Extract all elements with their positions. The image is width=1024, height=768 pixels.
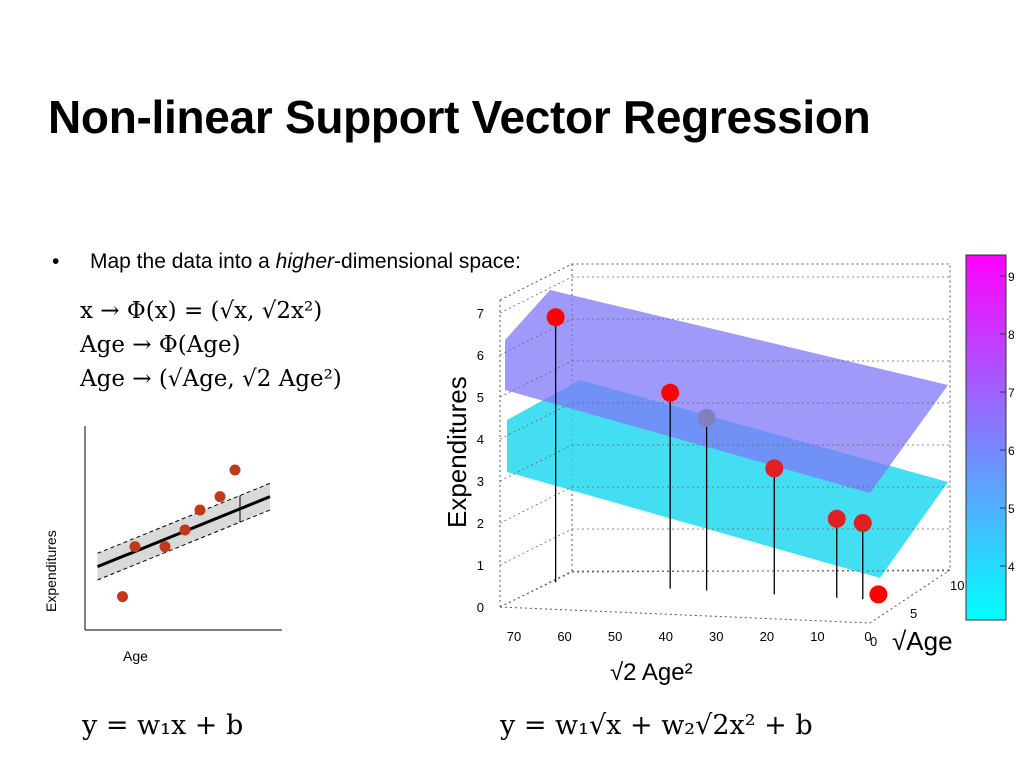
data-point [194, 504, 206, 516]
bullet-text-emphasis: higher [275, 250, 335, 273]
data-point [129, 541, 141, 553]
data-point-3d [765, 459, 784, 478]
data-point-3d [697, 409, 716, 427]
z-tick-label: 0 [477, 600, 484, 615]
data-point [159, 541, 171, 553]
linear-model-equation: y = w₁x + b [82, 710, 244, 741]
y-tick-label: 5 [910, 606, 917, 621]
data-point-3d [661, 383, 680, 402]
nonlinear-model-equation: y = w₁√x + w₂√2x² + b [500, 710, 813, 741]
data-point [229, 464, 241, 476]
data-point-3d [546, 308, 565, 327]
bullet-item: • Map the data into a higher-dimensional … [52, 250, 521, 274]
colorbar-tick-label: 8 [1008, 328, 1015, 342]
slide-title: Non-linear Support Vector Regression [48, 91, 871, 143]
mapping-equation-3: Age → (√Age, √2 Age²) [80, 366, 342, 392]
z-gridline [499, 360, 573, 398]
x-tick-label: 60 [557, 629, 571, 644]
y-axis-label: Expenditures [43, 530, 59, 612]
x-axis-label-3d: √2 Age² [610, 659, 693, 686]
z-tick-label: 3 [477, 474, 484, 489]
upper-plane [505, 290, 948, 493]
data-point [179, 524, 191, 536]
colorbar-tick-label: 7 [1008, 386, 1015, 400]
bullet-marker: • [52, 250, 60, 273]
z-gridline [499, 276, 573, 314]
z-axis-label: Expenditures [442, 376, 472, 528]
x-tick-label: 0 [864, 629, 871, 644]
x-tick-label: 70 [507, 629, 521, 644]
colorbar [965, 254, 1007, 621]
colorbar-tick-label: 5 [1008, 502, 1015, 516]
x-axis-label: Age [123, 648, 148, 664]
z-gridline [499, 570, 573, 608]
z-tick-label: 1 [477, 558, 484, 573]
z-tick-label: 7 [477, 306, 484, 321]
data-point [214, 491, 226, 503]
z-gridline [499, 486, 573, 524]
colorbar-tick-label: 9 [1008, 270, 1015, 284]
z-gridline [499, 444, 573, 482]
x-tick-label: 50 [608, 629, 622, 644]
z-tick-label: 4 [477, 432, 484, 447]
x-tick-label: 30 [709, 629, 723, 644]
y-tick-label: 0 [870, 634, 877, 649]
x-tick-label: 40 [658, 629, 672, 644]
bullet-text-before: Map the data into a [90, 250, 276, 273]
colorbar-tick-label: 4 [1008, 560, 1015, 574]
z-tick-label: 5 [477, 390, 484, 405]
data-point [117, 591, 128, 603]
svr-3d-chart: 0 1 2 3 4 5 6 7 70 60 50 40 30 20 10 0 0 5 10 Expenditur… [442, 254, 1015, 686]
data-point-3d [853, 514, 872, 532]
mapping-equation-2: Age → Φ(Age) [80, 332, 241, 358]
data-point-3d [869, 585, 888, 604]
colorbar-tick-label: 6 [1008, 444, 1015, 458]
z-gridline [499, 528, 573, 566]
data-point-3d [827, 509, 846, 528]
y-axis-label-3d: √Age [892, 626, 953, 656]
tube-lower-bound [97, 509, 271, 581]
svr-2d-chart: Age Expenditures [43, 426, 282, 664]
z-tick-label: 2 [477, 516, 484, 531]
mapping-equation-1: x → Φ(x) = (√x, √2x²) [80, 298, 323, 324]
z-gridline [499, 402, 573, 440]
tube-upper-bound [97, 482, 271, 554]
z-tick-label: 6 [477, 348, 484, 363]
x-tick-label: 20 [760, 629, 774, 644]
lower-plane [507, 380, 948, 578]
bullet-text-after: -dimensional space: [334, 250, 521, 273]
x-tick-label: 10 [810, 629, 824, 644]
z-gridline [499, 318, 573, 356]
y-tick-label: 10 [950, 578, 964, 593]
